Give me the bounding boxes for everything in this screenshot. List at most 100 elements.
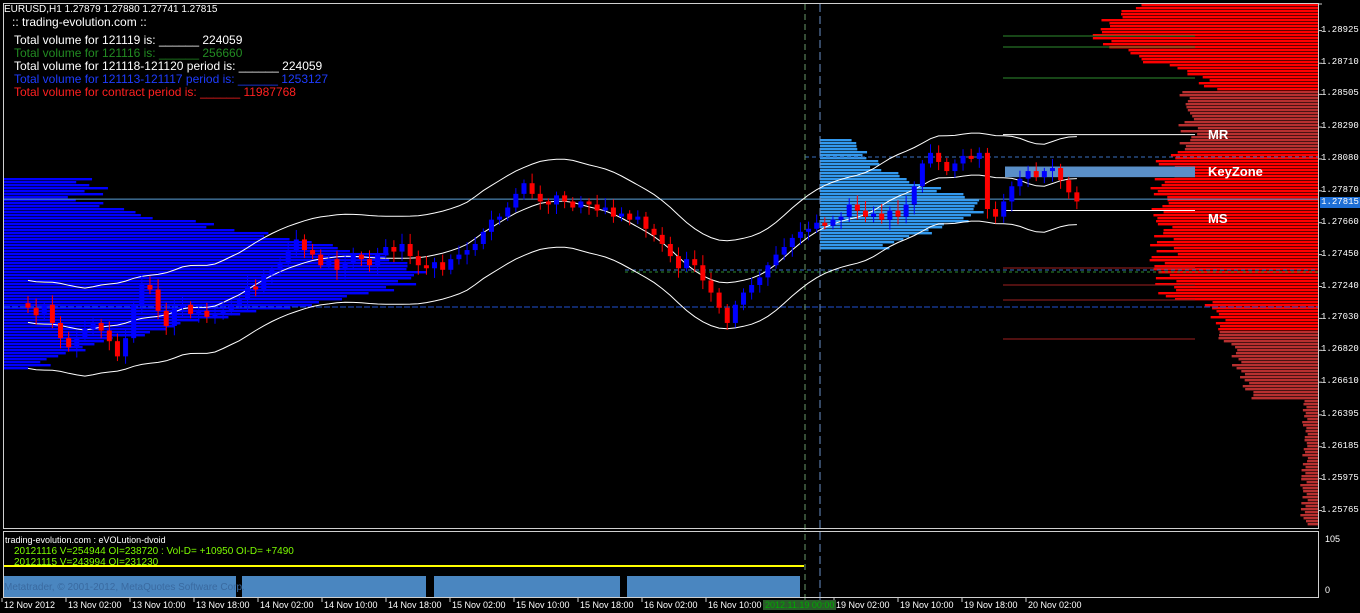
right-profile-bar [1303, 403, 1318, 406]
current-profile-bar [820, 181, 910, 184]
right-profile-bar [1202, 76, 1318, 79]
current-profile-bar [820, 223, 944, 226]
right-profile-bar [1305, 505, 1318, 508]
current-profile-bar [820, 172, 899, 175]
right-profile-bar [1302, 487, 1318, 490]
candle-body [919, 163, 925, 187]
left-profile-bar [4, 283, 417, 286]
right-profile-bar [1158, 292, 1318, 295]
current-profile-bar [820, 226, 943, 229]
candle-body [334, 259, 340, 270]
current-profile-bar [820, 154, 863, 157]
left-profile-bar [4, 316, 229, 319]
candle-body [684, 259, 690, 269]
left-profile-bar [4, 247, 338, 250]
right-profile-bar [1231, 355, 1318, 358]
candle-body [277, 262, 283, 270]
right-profile-bar [1179, 142, 1318, 145]
right-profile-bar [1249, 382, 1318, 385]
candle-body [33, 307, 39, 316]
current-profile-bar [820, 187, 942, 190]
price-tick-label: 1.27450 [1321, 248, 1359, 259]
right-profile-bar [1175, 157, 1318, 160]
right-profile-bar [1238, 358, 1318, 361]
time-tick-label: 14 Nov 02:00 [260, 600, 314, 610]
candle-body [529, 183, 535, 194]
candle-body [196, 310, 202, 314]
right-profile-bar [1303, 424, 1318, 427]
left-profile-bar [4, 319, 200, 322]
indicator-title: trading-evolution.com : eVOLution-dvoid [5, 535, 166, 545]
candle-body [789, 237, 795, 248]
right-profile-bar [1253, 391, 1318, 394]
right-profile-bar [1302, 409, 1318, 412]
right-profile-bar [1304, 511, 1318, 514]
right-profile-bar [1303, 517, 1318, 520]
time-tick-label: 19 Nov 18:00 [964, 600, 1018, 610]
candle-body [139, 284, 145, 305]
right-profile-bar [1177, 151, 1318, 154]
candle-body [58, 322, 64, 339]
left-profile-bar [4, 358, 47, 361]
indicator-line-2: 20121115 V=243994 OI=231230 [14, 557, 159, 568]
candle-body [871, 213, 877, 217]
candle-body [692, 259, 698, 266]
right-profile-bar [1143, 61, 1318, 64]
right-profile-bar [1150, 187, 1318, 190]
right-profile-bar [1149, 259, 1318, 262]
right-profile-bar [1155, 277, 1318, 280]
left-profile-bar [4, 196, 68, 199]
candle-body [49, 304, 55, 323]
right-profile-bar [1303, 448, 1318, 451]
right-profile-bar [1170, 154, 1318, 157]
candle-body [578, 201, 584, 208]
current-profile-bar [820, 241, 895, 244]
candle-body [25, 303, 31, 308]
right-profile-bar [1197, 133, 1318, 136]
time-tick-label: 15 Nov 10:00 [516, 600, 570, 610]
candle-body [261, 274, 267, 290]
left-profile-bar [4, 280, 399, 283]
candle-body [163, 310, 169, 326]
right-profile-bar [1215, 322, 1318, 325]
mr-label: MR [1208, 127, 1229, 142]
upper-band [27, 132, 1077, 289]
left-profile-bar [4, 223, 214, 226]
candle-body [554, 195, 559, 205]
price-tick-label: 1.26820 [1321, 344, 1359, 355]
right-profile-bar [1121, 10, 1318, 13]
volume-annotation-5: Total volume for contract period is: ___… [14, 85, 296, 99]
candle-body [269, 269, 275, 275]
price-tick-label: 1.28290 [1321, 121, 1359, 132]
left-profile-bar [4, 367, 29, 370]
candle-body [993, 209, 999, 217]
current-profile-bar [820, 193, 964, 196]
current-profile-bar [820, 232, 932, 235]
left-profile-bar [4, 226, 207, 229]
right-profile-bar [1189, 97, 1318, 100]
right-profile-bar [1302, 496, 1318, 499]
chart-frame [1, 3, 1322, 602]
right-profile-bar [1163, 232, 1318, 235]
right-profile-bar [1231, 343, 1318, 346]
candle-body [1058, 168, 1064, 181]
right-profile-bar [1223, 340, 1318, 343]
candle-body [911, 186, 917, 205]
right-profile-bar [1102, 43, 1318, 46]
right-profile-bar [1163, 211, 1318, 214]
right-profile-bar [1307, 445, 1318, 448]
candle-body [797, 231, 803, 238]
right-profile-bar [1122, 16, 1318, 19]
time-tick-label: 15 Nov 18:00 [580, 600, 634, 610]
candle-body [1001, 201, 1007, 217]
time-tick-label: 13 Nov 10:00 [132, 600, 186, 610]
left-profile-bar [4, 310, 257, 313]
indicator-frame [3, 531, 1319, 598]
right-profile-bar [1244, 379, 1318, 382]
lower-band [27, 220, 1077, 377]
right-profile-bar [1173, 247, 1318, 250]
left-profile-bar [4, 187, 108, 190]
candle-body [651, 228, 657, 235]
current-price-tag: 1.27815 [1320, 197, 1360, 208]
time-tick-label: 13 Nov 18:00 [196, 600, 250, 610]
